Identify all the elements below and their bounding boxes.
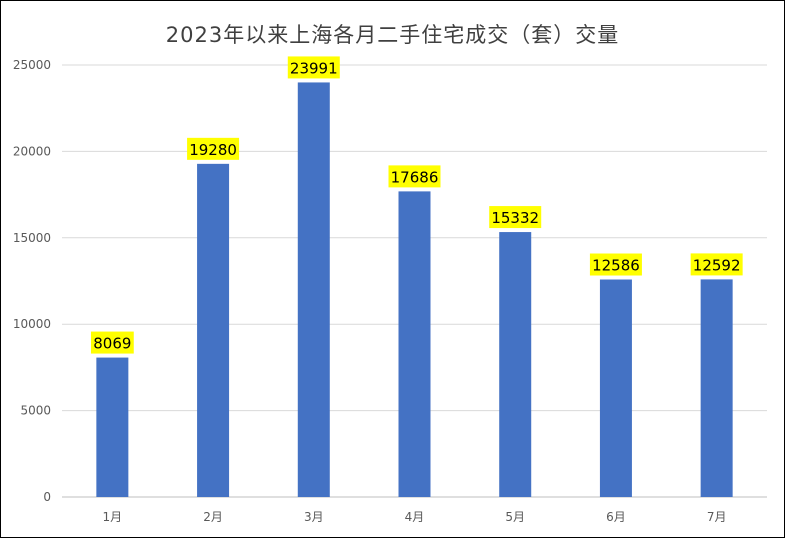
x-axis: 1月 2月 3月 4月 5月 6月 7月	[103, 510, 727, 524]
x-tick-label: 1月	[103, 510, 123, 524]
data-label: 15332	[491, 209, 539, 227]
data-labels: 8069 19280 23991 17686 15332 12586 12592	[90, 56, 743, 354]
y-tick-label: 20000	[13, 144, 51, 158]
data-label-highlight	[589, 253, 642, 276]
data-label-highlight	[388, 165, 441, 188]
y-axis: 0 5000 10000 15000 20000 25000	[13, 58, 51, 504]
x-tick-label: 5月	[505, 510, 525, 524]
data-label: 12586	[592, 257, 640, 275]
bar	[700, 279, 733, 497]
data-label-highlight	[287, 56, 340, 79]
y-tick-label: 10000	[13, 317, 51, 331]
x-tick-label: 7月	[707, 510, 727, 524]
data-label: 8069	[93, 335, 131, 353]
data-label: 19280	[189, 141, 237, 159]
y-tick-label: 25000	[13, 58, 51, 72]
data-label-highlight	[90, 331, 134, 354]
y-tick-label: 0	[43, 490, 51, 504]
bar	[499, 232, 532, 497]
data-label: 23991	[290, 59, 338, 77]
bar	[398, 191, 431, 497]
x-tick-label: 3月	[304, 510, 324, 524]
y-tick-label: 15000	[13, 231, 51, 245]
bar	[599, 279, 632, 497]
x-tick-label: 4月	[405, 510, 425, 524]
bars	[96, 82, 733, 497]
data-label-highlight	[489, 206, 542, 229]
x-tick-label: 6月	[606, 510, 626, 524]
bar	[197, 163, 230, 497]
bar	[96, 357, 129, 497]
data-label-highlight	[187, 137, 240, 160]
data-label: 12592	[693, 256, 741, 274]
data-label: 17686	[391, 168, 439, 186]
chart-title: 2023年以来上海各月二手住宅成交（套）交量	[165, 23, 620, 47]
y-tick-label: 5000	[20, 404, 51, 418]
bar	[297, 82, 330, 497]
data-label-highlight	[690, 253, 743, 276]
x-tick-label: 2月	[203, 510, 223, 524]
